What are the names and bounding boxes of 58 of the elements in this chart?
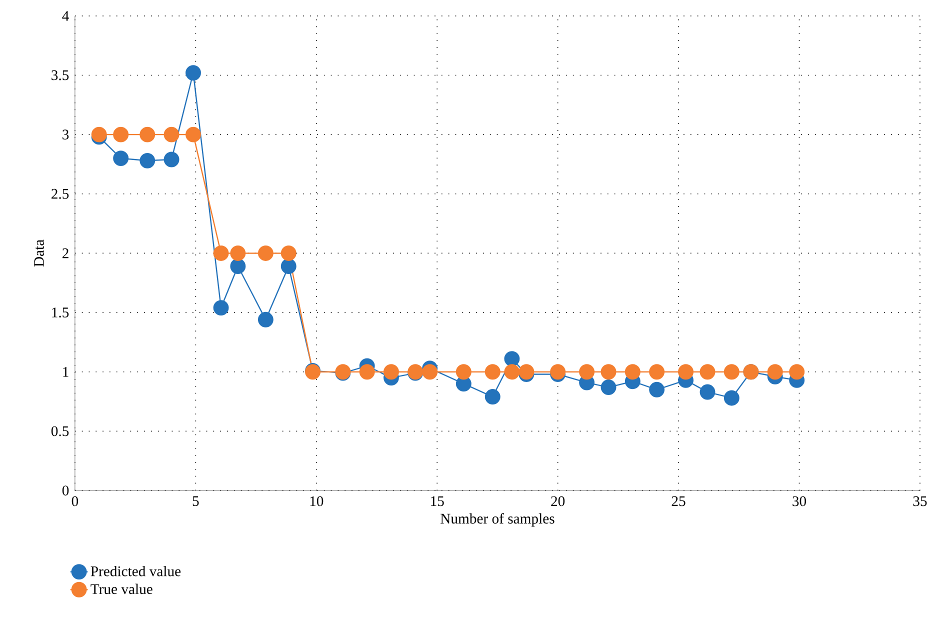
point	[767, 364, 783, 380]
point	[649, 382, 665, 398]
point	[484, 364, 500, 380]
point	[422, 364, 438, 380]
point	[600, 364, 616, 380]
point	[186, 65, 201, 81]
y-tick-label: 0	[62, 486, 69, 496]
point	[456, 364, 472, 380]
point	[164, 152, 180, 168]
y-tick-label: 0.5	[51, 426, 69, 436]
y-tick-label: 1	[63, 367, 68, 377]
point	[579, 364, 595, 380]
point	[213, 300, 229, 316]
point	[113, 126, 129, 142]
x-tick-label: 5	[192, 496, 199, 506]
point	[280, 258, 296, 274]
point	[789, 364, 805, 380]
x-tick-label: 30	[792, 496, 806, 506]
point	[600, 380, 616, 396]
point	[258, 246, 274, 262]
point	[213, 246, 229, 262]
x-tick-label: 0	[72, 496, 78, 506]
y-tick-label: 1.5	[52, 308, 69, 318]
point	[359, 364, 375, 380]
point	[258, 312, 274, 328]
x-tick-label: 20	[551, 496, 565, 506]
point	[280, 246, 296, 262]
point	[113, 150, 129, 166]
point	[649, 364, 665, 380]
point	[230, 258, 246, 274]
point	[140, 126, 156, 142]
y-tick-label: 3.5	[52, 70, 69, 80]
y-tick-label: 4	[62, 11, 69, 21]
point	[484, 389, 500, 405]
point	[384, 364, 399, 380]
x-tick-label: 10	[310, 496, 324, 506]
point	[724, 364, 740, 380]
y-tick-label: 3	[62, 130, 69, 140]
point	[724, 390, 740, 406]
point	[504, 364, 520, 380]
point	[700, 384, 716, 400]
legend-label: Predicted value	[90, 566, 181, 576]
point	[186, 126, 201, 142]
x-tick-label: 25	[672, 496, 686, 506]
y-tick-label: 2.5	[52, 189, 69, 199]
point	[140, 153, 156, 169]
x-tick-label: 15	[431, 496, 444, 506]
y-axis-title: Data	[34, 240, 44, 267]
point	[624, 364, 640, 380]
point	[678, 364, 694, 380]
legend-label: True value	[90, 584, 152, 594]
y-tick-label: 2	[62, 248, 68, 258]
point	[700, 364, 716, 380]
point	[164, 126, 180, 142]
point	[504, 351, 520, 367]
x-axis-title: Number of samples	[440, 513, 554, 527]
point	[230, 246, 246, 262]
x-tick-label: 35	[913, 496, 927, 506]
